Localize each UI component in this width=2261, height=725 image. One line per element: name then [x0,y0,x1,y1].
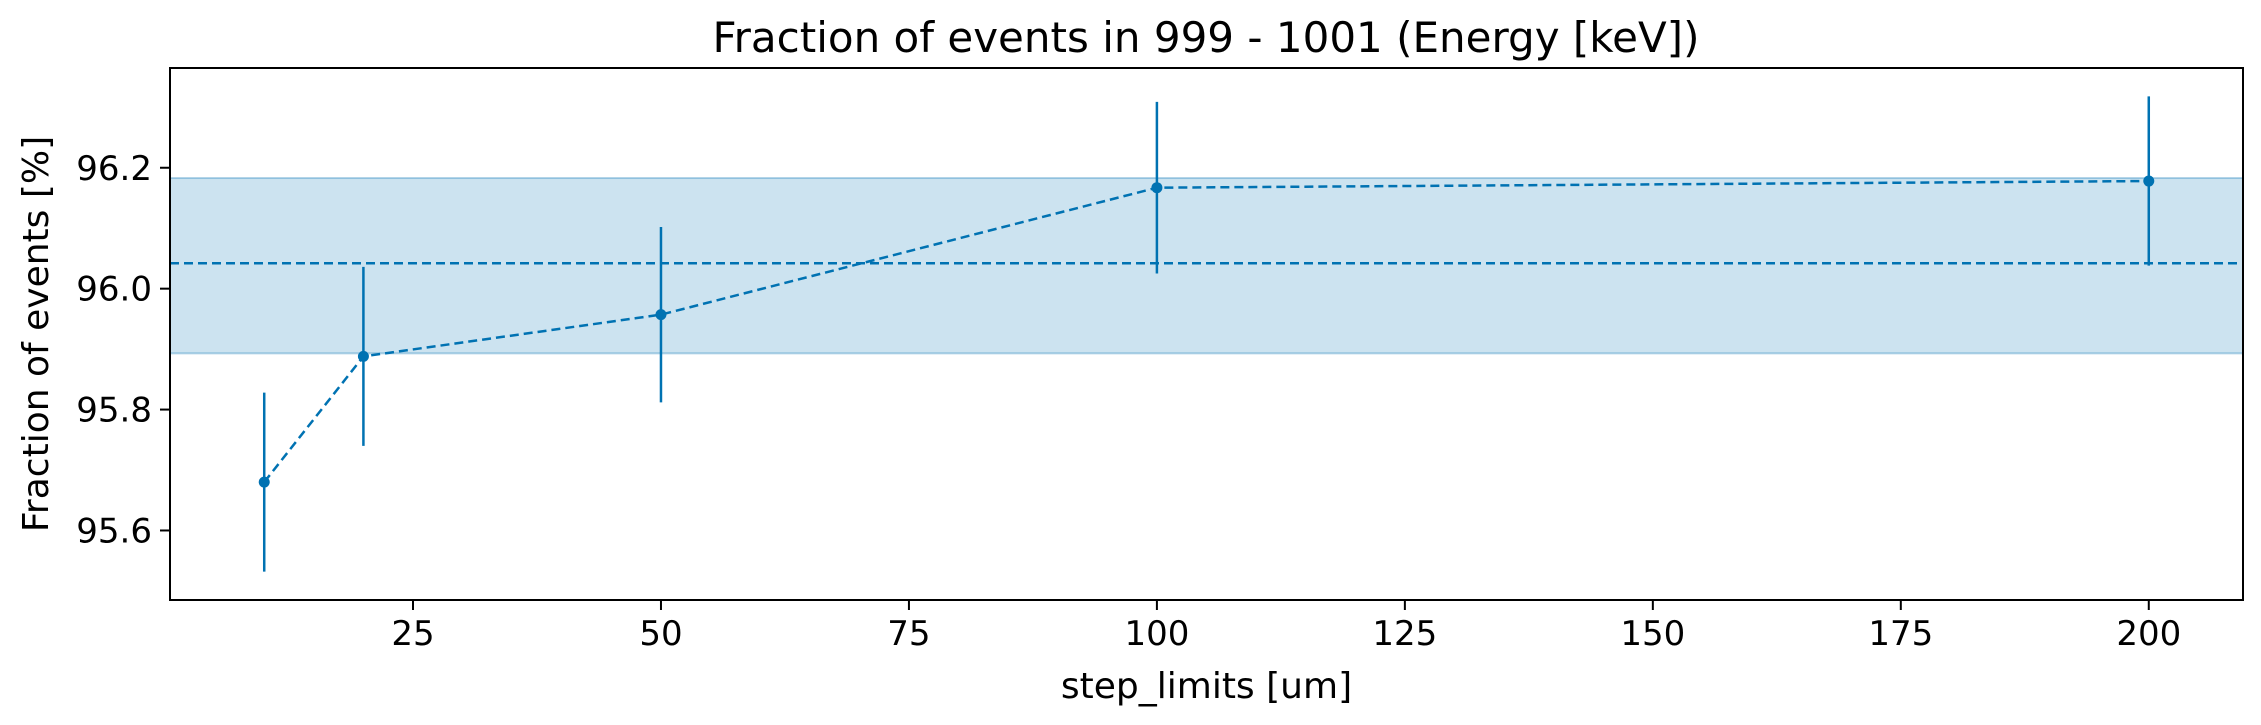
x-axis: 25 50 75 100 125 150 175 200 [391,600,2181,654]
x-tick-label: 200 [2116,614,2181,654]
data-point [1151,182,1163,194]
x-tick-label: 75 [887,614,930,654]
x-tick-label: 25 [391,614,434,654]
y-tick-label: 95.8 [76,391,152,431]
plot-frame [169,67,2244,601]
y-axis: 95.6 95.8 96.0 96.2 [76,149,170,551]
y-tick-label: 96.2 [76,149,152,189]
x-tick-label: 175 [1868,614,1933,654]
x-tick-label: 100 [1124,614,1189,654]
data-point [2143,175,2155,187]
x-tick-label: 125 [1372,614,1437,654]
uncertainty-band-layer [169,177,2244,355]
x-tick-label: 150 [1620,614,1685,654]
uncertainty-band [169,177,2244,355]
y-axis-label: Fraction of events [%] [16,136,57,532]
data-point [357,350,369,362]
data-point [655,309,667,321]
series-layer [258,96,2155,572]
plot-area [169,67,2244,601]
y-tick-label: 96.0 [76,270,152,310]
series-line [263,179,2149,483]
x-tick-label: 50 [639,614,682,654]
chart-title: Fraction of events in 999 - 1001 (Energy… [713,13,1700,62]
y-tick-label: 95.6 [76,511,152,551]
x-axis-label: step_limits [um] [1061,666,1352,707]
data-point [258,476,270,488]
